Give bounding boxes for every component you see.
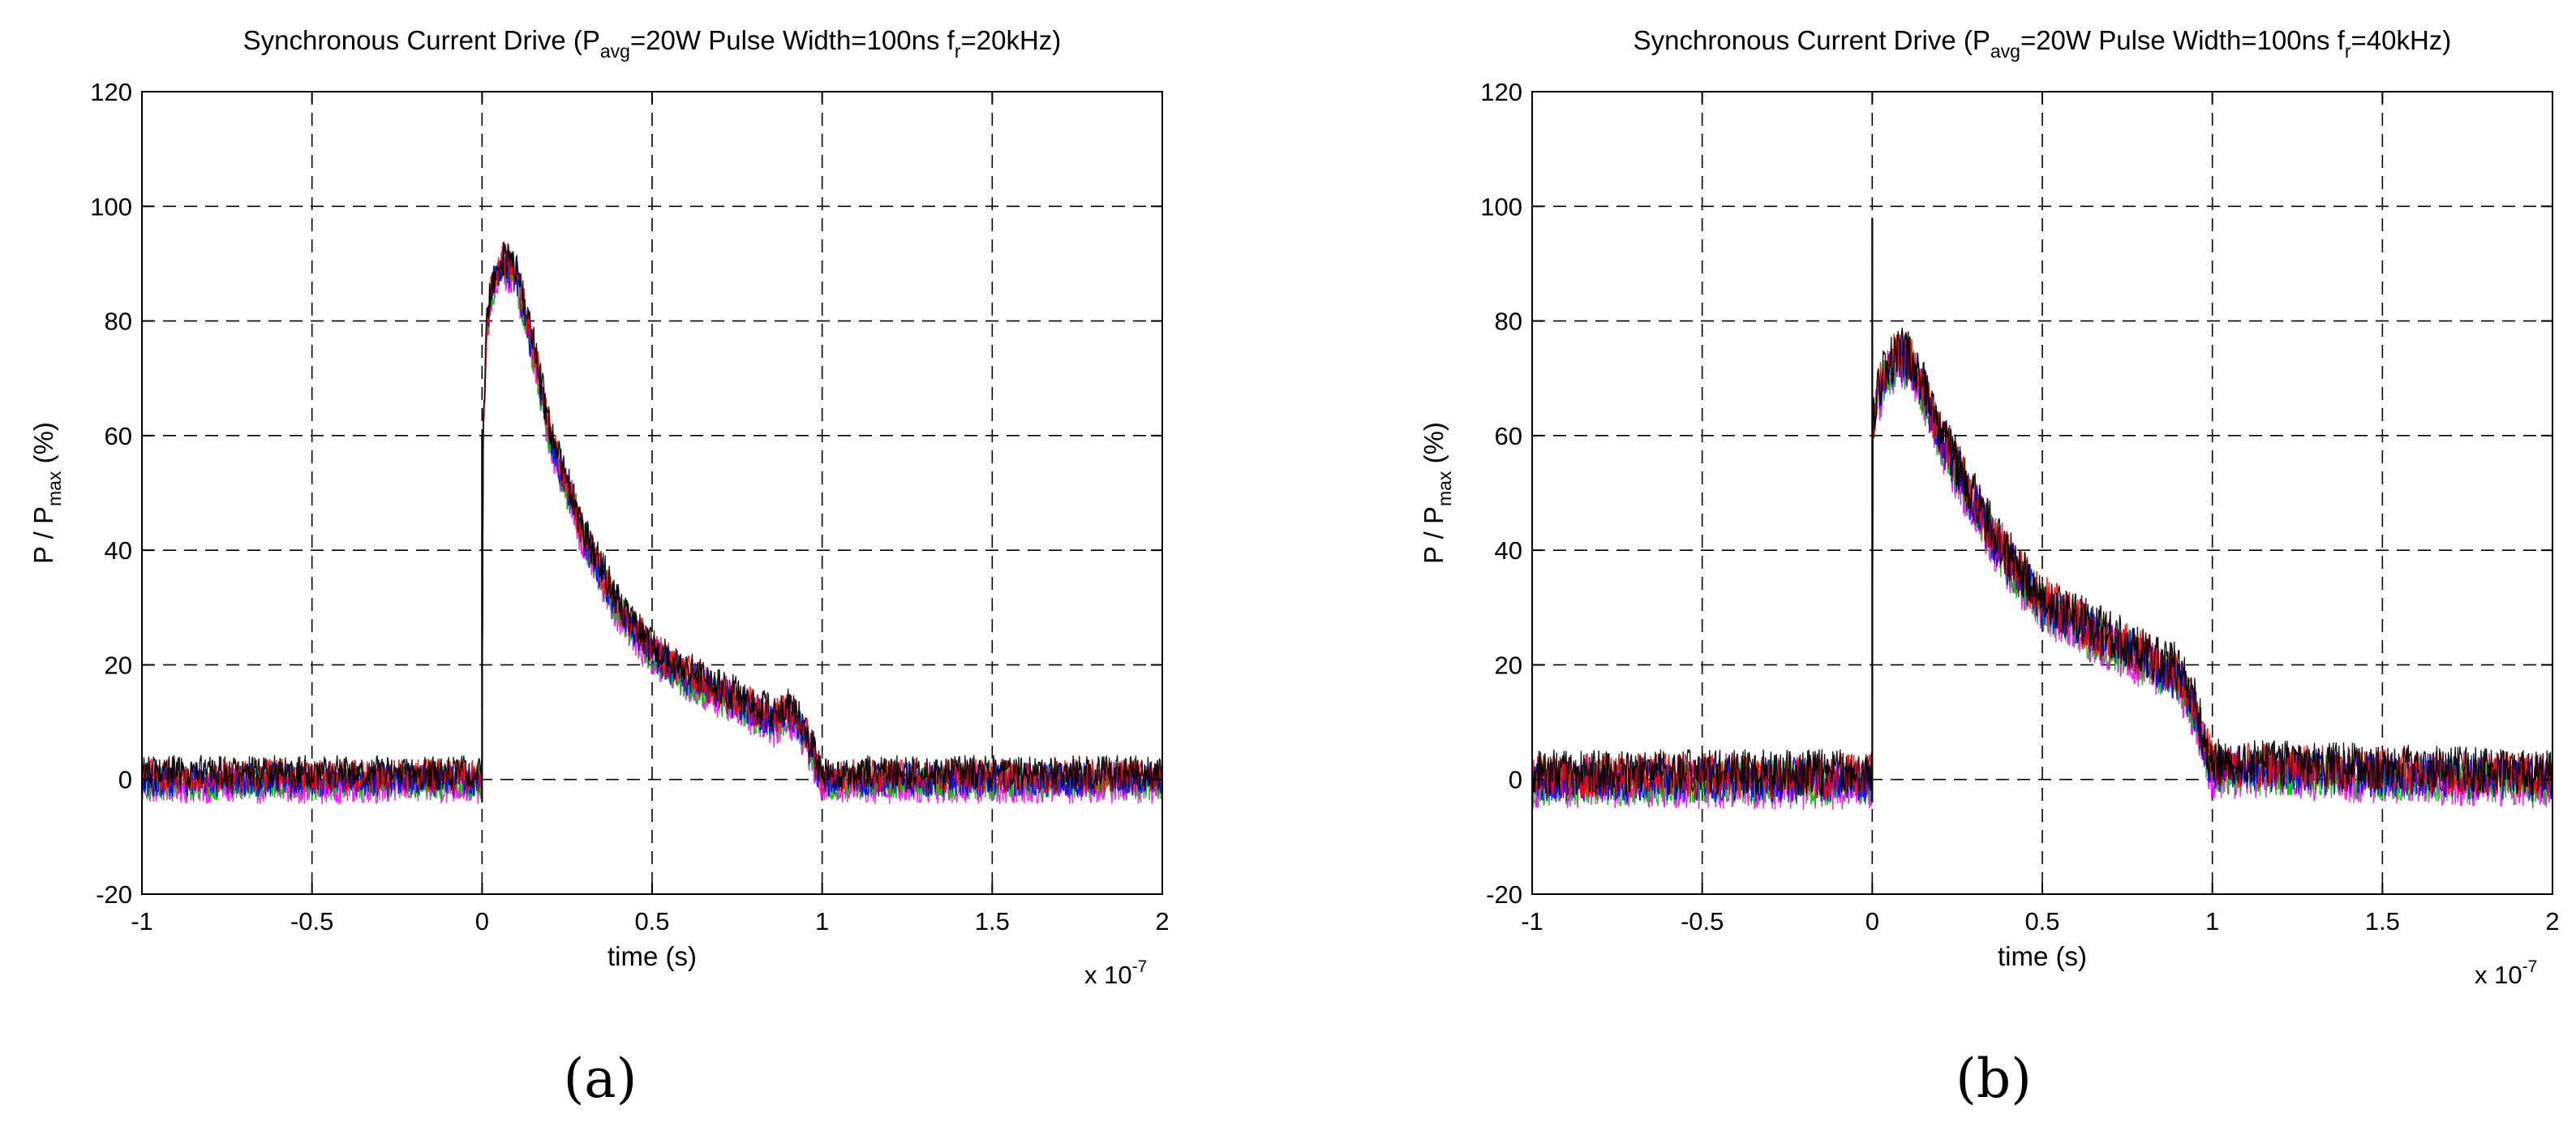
y-tick-label: 60 — [105, 422, 132, 450]
grid — [142, 92, 1162, 894]
y-tick-label: 120 — [90, 78, 132, 106]
series-line-4 — [1531, 327, 2553, 796]
series-group — [1531, 217, 2553, 810]
x-tick-label: 0.5 — [634, 907, 669, 936]
y-tick-label: 80 — [105, 308, 132, 336]
chart-panel-a: -1 -0.5 0 0.5 1 1.5 2 -20 0 20 40 60 80 100 120 time (s… — [28, 25, 1170, 1110]
x-tick-label: -1 — [1521, 907, 1543, 936]
y-axis-label: P / Pmax (%) — [1419, 422, 1455, 564]
x-axis-multiplier: x 10-7 — [1084, 957, 1147, 989]
x-tick-label: 2 — [2545, 907, 2559, 936]
y-tick-label: 0 — [118, 766, 132, 794]
x-tick-label: 0.5 — [2024, 907, 2059, 936]
x-axis-label: time (s) — [608, 941, 697, 971]
ticks — [141, 91, 1163, 895]
x-axis-multiplier: x 10-7 — [2475, 957, 2537, 989]
x-tick-label: 1 — [815, 907, 829, 936]
chart-title: Synchronous Current Drive (Pavg=20W Puls… — [1634, 25, 2452, 62]
y-tick-label: 60 — [1495, 422, 1522, 450]
y-tick-label: 40 — [1495, 536, 1522, 565]
y-tick-label: 100 — [90, 192, 132, 221]
x-tick-label: -1 — [131, 907, 153, 936]
panel-label: (a) — [564, 1047, 638, 1110]
y-tick-label: 20 — [1495, 651, 1522, 679]
y-tick-label: 20 — [105, 651, 132, 679]
x-tick-label: -0.5 — [290, 907, 333, 936]
x-tick-label: 1.5 — [2365, 907, 2400, 936]
y-tick-label: 40 — [105, 536, 132, 565]
x-tick-label: 0 — [1865, 907, 1879, 936]
x-tick-label: 1 — [2205, 907, 2219, 936]
series-line-2 — [141, 247, 1163, 798]
x-tick-label: 0 — [475, 907, 489, 936]
series-group — [141, 241, 1163, 805]
chart-title: Synchronous Current Drive (Pavg=20W Puls… — [243, 25, 1062, 62]
x-tick-label: 2 — [1155, 907, 1169, 936]
panel-label: (b) — [1956, 1047, 2032, 1110]
y-tick-label: 80 — [1495, 308, 1522, 336]
x-tick-label: 1.5 — [975, 907, 1010, 936]
y-tick-label: 100 — [1480, 192, 1522, 221]
series-line-1 — [141, 251, 1163, 801]
x-tick-label: -0.5 — [1681, 907, 1724, 936]
series-line-4 — [141, 241, 1163, 791]
y-tick-label: 0 — [1509, 766, 1522, 794]
y-axis-label: P / Pmax (%) — [28, 422, 65, 564]
y-tick-label: -20 — [1486, 880, 1522, 909]
ticks — [1531, 91, 2553, 895]
y-tick-label: -20 — [96, 880, 132, 909]
chart-panel-b: -1 -0.5 0 0.5 1 1.5 2 -20 0 20 40 60 80 100 120 time (s… — [1419, 25, 2560, 1110]
y-tick-label: 120 — [1480, 78, 1522, 106]
x-axis-label: time (s) — [1998, 941, 2087, 971]
